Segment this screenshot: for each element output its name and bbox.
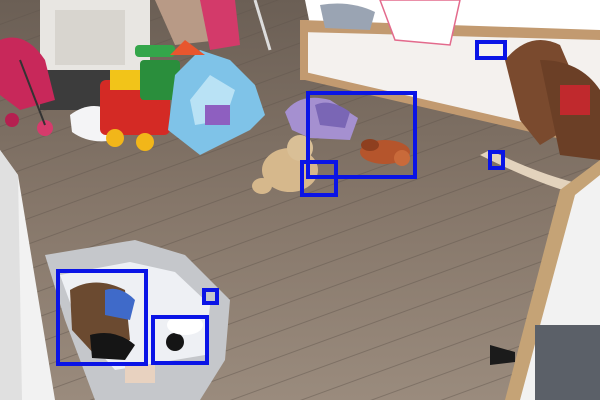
detection-box-4 [488, 150, 505, 170]
doll-stroller [0, 37, 55, 136]
plush-dog [360, 139, 410, 166]
detection-box-6 [151, 315, 209, 365]
toy-basket [45, 240, 230, 400]
detection-box-5 [56, 269, 148, 366]
detection-box-1 [306, 91, 417, 179]
detection-box-7 [202, 288, 219, 305]
detection-box-3 [475, 40, 507, 60]
toy-train [100, 45, 180, 151]
detection-box-2 [300, 160, 338, 197]
toy-castle [168, 40, 265, 155]
rocking-horse [480, 40, 600, 195]
